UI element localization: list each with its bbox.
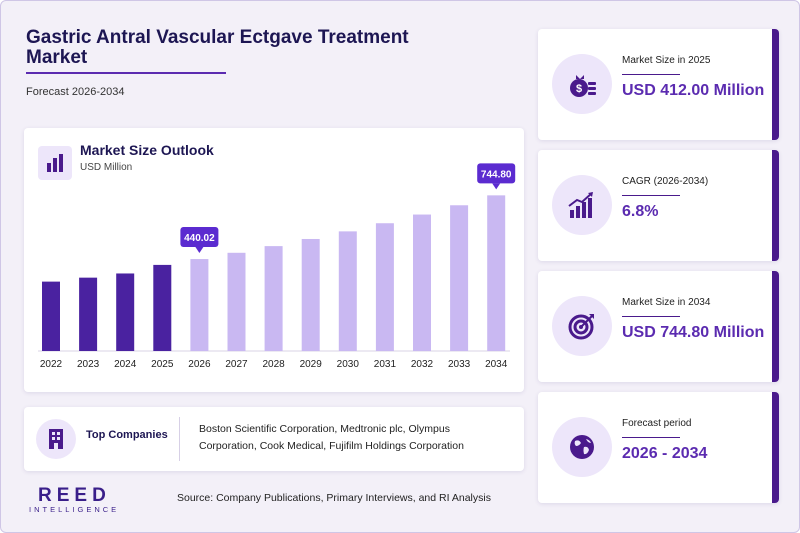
brand-logo-subtitle: INTELLIGENCE [29, 505, 120, 514]
stat-label: Forecast period [622, 418, 692, 429]
top-companies-label: Top Companies [86, 429, 168, 441]
stat-card-market-2025: $ Market Size in 2025 USD 412.00 Million [538, 29, 779, 140]
x-tick-label: 2022 [40, 359, 63, 370]
building-icon [36, 419, 76, 459]
title-underline [26, 72, 226, 74]
bar-chart-icon [38, 146, 72, 180]
bar-2032 [413, 214, 431, 351]
bar-2030 [338, 231, 357, 351]
stat-label: CAGR (2026-2034) [622, 176, 709, 187]
stat-rule [622, 74, 680, 75]
bar-2031 [375, 223, 394, 351]
svg-text:$: $ [576, 83, 582, 95]
stat-value: USD 744.80 Million [622, 324, 765, 341]
page-title: Gastric Antral Vascular Ectgave Treatmen… [26, 27, 409, 68]
stat-value: 2026 - 2034 [622, 445, 708, 462]
target-icon [552, 296, 612, 356]
data-label: 744.80 [481, 169, 512, 180]
source-note: Source: Company Publications, Primary In… [177, 492, 491, 504]
bar-2028 [264, 246, 283, 351]
data-label-callout: 744.80 [477, 163, 516, 190]
market-size-chart-card: 2022 2023 2024 2025 2026 2027 2028 2029 2030 2031… [24, 128, 524, 392]
bar-chart: 2022 2023 2024 2025 2026 2027 2028 2029 2030 2031… [38, 163, 516, 370]
x-tick-label: 2023 [77, 359, 100, 370]
growth-chart-icon [552, 175, 612, 235]
x-tick-label: 2033 [448, 359, 471, 370]
x-tick-label: 2032 [411, 359, 434, 370]
x-tick-label: 2028 [262, 359, 285, 370]
stat-card-market-2034: Market Size in 2034 USD 744.80 Million [538, 271, 779, 382]
card-accent-bar [772, 271, 779, 382]
x-tick-label: 2031 [374, 359, 397, 370]
stat-rule [622, 195, 680, 196]
bar-2022 [42, 281, 60, 351]
bar-2034 [487, 195, 506, 351]
stat-label: Market Size in 2034 [622, 297, 711, 308]
chart-unit: USD Million [80, 162, 133, 173]
bar-2023 [79, 277, 98, 351]
x-tick-label: 2029 [300, 359, 323, 370]
top-companies-list: Boston Scientific Corporation, Medtronic… [199, 423, 464, 452]
data-label: 440.02 [184, 233, 215, 244]
stat-card-forecast-period: Forecast period 2026 - 2034 [538, 392, 779, 503]
chart-title: Market Size Outlook [80, 142, 214, 158]
x-tick-label: 2026 [188, 359, 211, 370]
money-bag-icon: $ [552, 54, 612, 114]
brand-logo: REED [38, 485, 111, 506]
divider [179, 417, 180, 461]
stat-label: Market Size in 2025 [622, 55, 711, 66]
bar-2033 [450, 205, 469, 351]
stat-value: USD 412.00 Million [622, 82, 765, 99]
card-accent-bar [772, 29, 779, 140]
data-label-callout: 440.02 [180, 227, 219, 254]
x-tick-label: 2027 [225, 359, 248, 370]
bar-2027 [227, 252, 246, 351]
bar-2025 [153, 264, 172, 351]
stat-value: 6.8% [622, 203, 659, 220]
bar-2026 [190, 259, 209, 351]
forecast-subtitle: Forecast 2026-2034 [26, 86, 125, 98]
x-tick-label: 2034 [485, 359, 508, 370]
bar-2029 [301, 238, 320, 351]
globe-icon [552, 417, 612, 477]
x-tick-label: 2030 [337, 359, 360, 370]
card-accent-bar [772, 150, 779, 261]
stat-card-cagr: CAGR (2026-2034) 6.8% [538, 150, 779, 261]
bar-2024 [116, 273, 135, 351]
stat-rule [622, 437, 680, 438]
card-accent-bar [772, 392, 779, 503]
stat-rule [622, 316, 680, 317]
x-tick-label: 2024 [114, 359, 137, 370]
top-companies-card: Top Companies Boston Scientific Corporat… [24, 407, 524, 471]
x-tick-label: 2025 [151, 359, 174, 370]
